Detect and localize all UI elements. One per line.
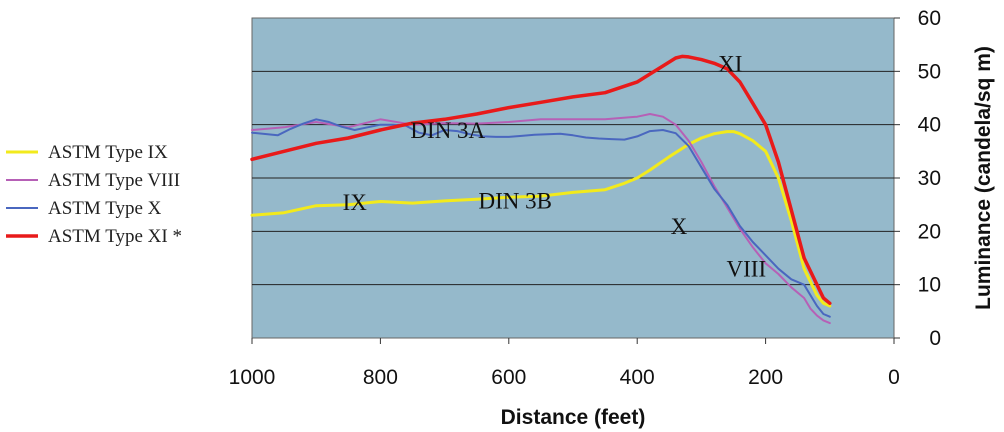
- x-axis-title: Distance (feet): [501, 406, 646, 429]
- legend-label: ASTM Type IX: [48, 142, 168, 163]
- legend-label: ASTM Type VIII: [48, 170, 180, 191]
- x-tick-label: 600: [491, 366, 526, 389]
- series-lines: [250, 54, 832, 325]
- y-tick-label: 60: [918, 7, 941, 30]
- x-tick-label: 800: [363, 366, 398, 389]
- grid-lines: [252, 70, 894, 286]
- y-tick-label: 0: [929, 327, 941, 350]
- legend-label: ASTM Type XI *: [48, 226, 182, 247]
- x-tick-label: 400: [620, 366, 655, 389]
- series-line-3: [251, 118, 831, 318]
- x-tick-label: 200: [748, 366, 783, 389]
- series-line-4: [250, 54, 832, 306]
- annotation-label: X: [671, 214, 688, 239]
- x-tick-label: 1000: [229, 366, 276, 389]
- annotations: XI DIN 3A IX DIN 3B X VIII: [343, 51, 767, 281]
- annotation-label: XI: [718, 51, 742, 76]
- y-axis-ticks: 0 10 20 30 40 50 60: [894, 7, 941, 350]
- legend: ASTM Type IX ASTM Type VIII ASTM Type X AST…: [6, 142, 182, 247]
- y-tick-label: 50: [918, 60, 941, 83]
- y-tick-label: 20: [918, 220, 941, 243]
- y-tick-label: 10: [918, 274, 941, 297]
- x-axis-ticks: 1000 800 600 400 200 0: [229, 338, 900, 389]
- series-line-1: [250, 130, 832, 308]
- annotation-label: DIN 3B: [478, 188, 551, 213]
- annotation-label: IX: [343, 190, 368, 215]
- y-tick-label: 30: [918, 167, 941, 190]
- y-axis-title: Luminance (candela/sq m): [972, 46, 995, 310]
- annotation-label: DIN 3A: [410, 118, 485, 143]
- legend-label: ASTM Type X: [48, 198, 162, 219]
- x-tick-label: 0: [888, 366, 900, 389]
- y-tick-label: 40: [918, 114, 941, 137]
- annotation-label: VIII: [727, 257, 767, 282]
